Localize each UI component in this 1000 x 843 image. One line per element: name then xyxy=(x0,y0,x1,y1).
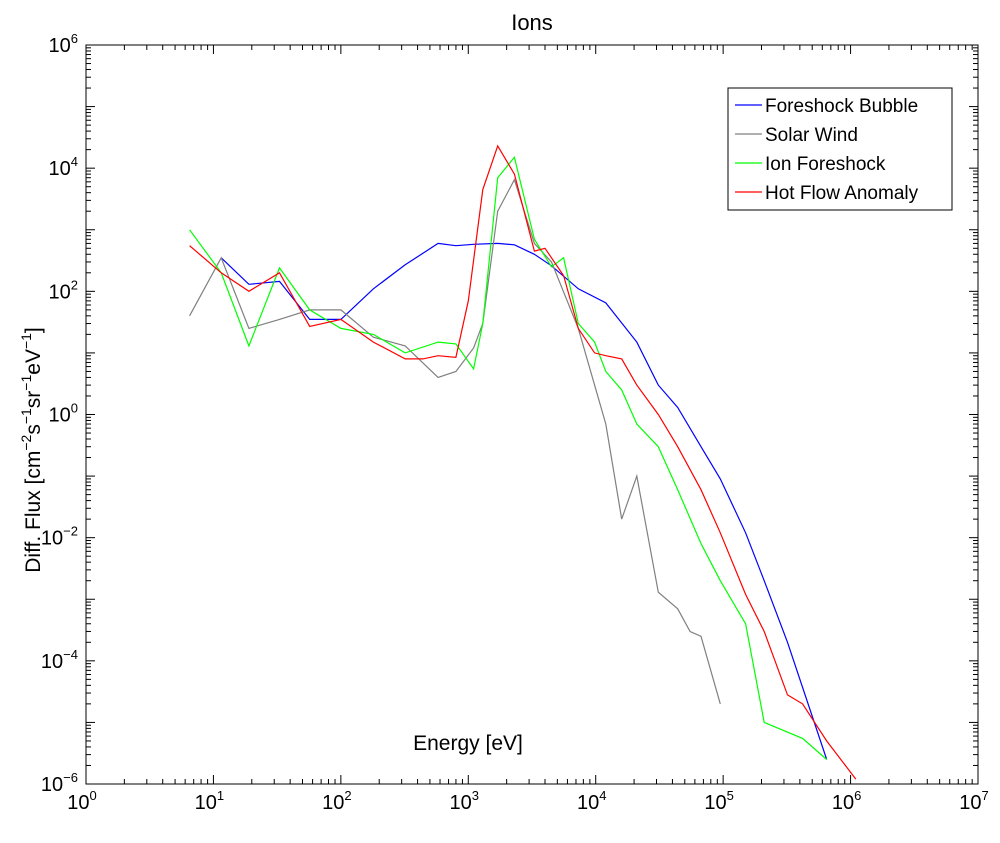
legend: Foreshock Bubble Solar Wind Ion Foreshock H… xyxy=(727,87,953,211)
x-tick-labels: 100 101 102 103 104 105 106 107 xyxy=(67,788,988,814)
series-layer xyxy=(189,144,857,780)
x-tick-label: 105 xyxy=(704,788,733,814)
series-line-2 xyxy=(189,178,721,705)
legend-box xyxy=(727,87,953,211)
legend-label-1: Foreshock Bubble xyxy=(765,96,918,117)
y-tick-label: 10−2 xyxy=(41,524,78,550)
x-tick-label: 106 xyxy=(832,788,861,814)
x-tick-label: 101 xyxy=(195,788,224,814)
tick-marks xyxy=(85,44,979,785)
y-tick-label: 106 xyxy=(49,31,78,57)
y-tick-label: 10−6 xyxy=(41,770,78,796)
y-tick-label: 102 xyxy=(49,277,78,303)
y-tick-label: 100 xyxy=(49,401,78,427)
chart-title: Ions xyxy=(511,10,553,35)
x-tick-label: 100 xyxy=(67,788,96,814)
y-axis-label: Diff. Flux [cm−2s−1sr−1eV−1] xyxy=(18,327,45,573)
series-line-3 xyxy=(189,155,828,760)
y-tick-label: 104 xyxy=(49,154,78,180)
legend-label-3: Ion Foreshock xyxy=(765,154,886,175)
legend-label-4: Hot Flow Anomaly xyxy=(765,183,919,204)
y-tick-labels: 10−6 10−4 10−2 100 102 104 106 xyxy=(41,31,78,796)
x-tick-label: 107 xyxy=(959,788,988,814)
legend-label-2: Solar Wind xyxy=(765,125,858,146)
x-axis-label: Energy [eV] xyxy=(413,732,523,755)
x-tick-label: 102 xyxy=(322,788,351,814)
x-tick-label: 103 xyxy=(450,788,479,814)
x-tick-label: 104 xyxy=(577,788,606,814)
y-tick-label: 10−4 xyxy=(41,647,78,673)
series-line-4 xyxy=(189,144,857,780)
